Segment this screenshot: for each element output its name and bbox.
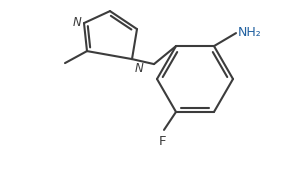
Text: NH₂: NH₂ — [238, 26, 262, 39]
Text: F: F — [159, 135, 167, 148]
Text: N: N — [135, 62, 144, 75]
Text: N: N — [72, 16, 81, 29]
